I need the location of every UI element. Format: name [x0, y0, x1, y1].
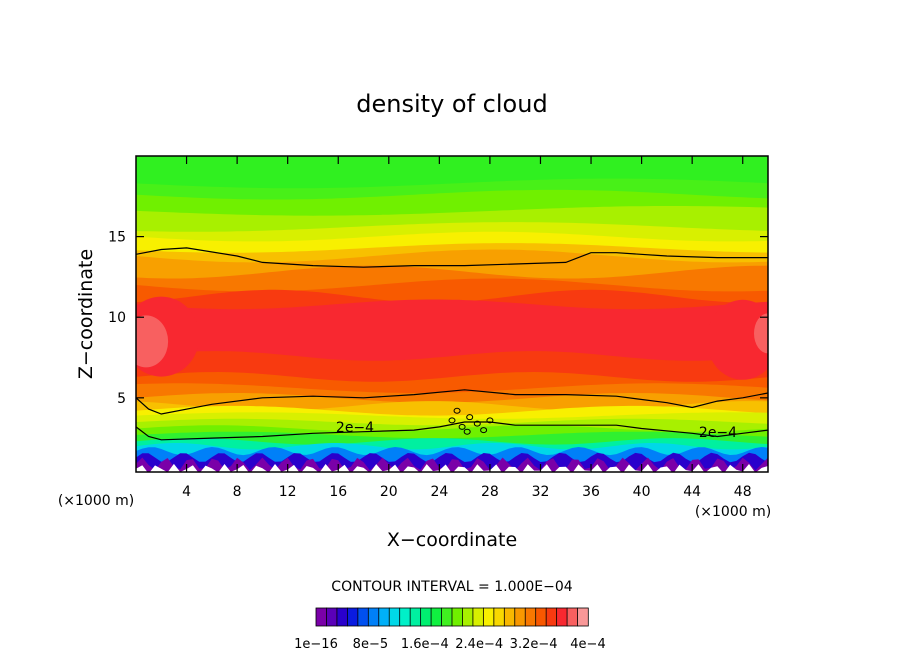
colorbar-tick-label: 4e−4 — [570, 637, 605, 652]
colorbar-swatch — [493, 607, 506, 627]
colorbar-swatch — [514, 607, 526, 627]
contour-speckle — [486, 417, 494, 424]
density-blobs — [136, 296, 768, 380]
x-tick-label: 36 — [582, 484, 600, 500]
y-tick-label: 15 — [108, 230, 126, 246]
chart-title: density of cloud — [356, 90, 547, 118]
contour-speckle — [458, 423, 466, 430]
density-band-core — [136, 299, 768, 361]
colorbar-swatch — [388, 607, 401, 627]
colorbar-swatch — [524, 607, 537, 627]
colorbar-labels: 1e−16 8e−5 1.6e−4 2.4e−4 3.2e−4 4e−4 — [294, 637, 606, 652]
contour-speckle — [466, 414, 474, 421]
colorbar-swatch — [503, 607, 516, 627]
colorbar-swatch — [315, 607, 328, 627]
x-tick-label: 40 — [633, 484, 651, 500]
density-blob-right — [706, 299, 768, 380]
y-axis-label: Z−coordinate — [75, 249, 97, 379]
plot-area — [136, 156, 768, 472]
x-tick-label: 28 — [481, 484, 499, 500]
colorbar-swatch — [409, 607, 422, 627]
contour-label-left: 2e−4 — [336, 420, 374, 436]
colorbar-swatch — [556, 607, 568, 627]
x-tick-label: 20 — [380, 484, 398, 500]
x-axis-label: X−coordinate — [387, 529, 517, 551]
colorbar-swatch — [545, 607, 558, 627]
x-tick-label: 16 — [329, 484, 347, 500]
colorbar-swatch — [399, 607, 411, 627]
colorbar-swatch — [472, 607, 485, 627]
colorbar-swatch — [535, 607, 547, 627]
colorbar-swatch — [441, 607, 453, 627]
colorbar-swatch — [482, 607, 495, 627]
contour-line — [136, 421, 768, 441]
colorbar-swatch — [462, 607, 474, 627]
plot-frame — [135, 155, 769, 473]
density-band — [136, 463, 768, 472]
colorbar-tick-label: 2.4e−4 — [455, 637, 503, 652]
colorbar-swatch — [420, 607, 432, 627]
contour-speckle — [453, 407, 461, 414]
density-bands — [136, 178, 768, 472]
colorbar-tick-label: 8e−5 — [353, 637, 388, 652]
density-blob-right-inner — [754, 313, 768, 354]
x-tick-label: 4 — [182, 484, 191, 500]
y-tick-label: 5 — [117, 391, 126, 407]
colorbar-swatch — [378, 607, 390, 627]
contour-line — [136, 389, 768, 415]
x-tick-label: 32 — [532, 484, 550, 500]
colorbar-swatch — [430, 607, 443, 627]
colorbar-swatch — [451, 607, 464, 627]
x-unit-right: (×1000 m) — [695, 504, 771, 520]
contour-interval-text: CONTOUR INTERVAL = 1.000E−04 — [331, 579, 572, 595]
contour-label-right: 2e−4 — [699, 425, 737, 441]
x-tick-label: 44 — [683, 484, 701, 500]
contour-speckle — [463, 428, 471, 435]
x-tick-label: 8 — [233, 484, 242, 500]
colorbar-swatch — [367, 607, 380, 627]
x-tick-label: 48 — [734, 484, 752, 500]
colorbar — [315, 607, 589, 627]
contour-speckle — [448, 417, 456, 424]
colorbar-swatch — [336, 607, 349, 627]
x-unit-left: (×1000 m) — [58, 493, 134, 509]
y-axis-ticks: 5 10 15 — [108, 230, 768, 407]
x-axis-ticks: 4 8 12 16 20 24 28 32 36 40 44 48 — [182, 156, 752, 500]
x-tick-label: 24 — [430, 484, 448, 500]
y-tick-label: 10 — [108, 310, 126, 326]
colorbar-tick-label: 1e−16 — [294, 637, 338, 652]
colorbar-swatch — [326, 607, 338, 627]
contour-lines — [136, 247, 768, 441]
contour-line — [136, 247, 768, 268]
contour-speckle — [480, 427, 488, 434]
colorbar-tick-label: 1.6e−4 — [401, 637, 449, 652]
colorbar-swatch — [566, 607, 579, 627]
colorbar-swatch — [346, 607, 359, 627]
colorbar-swatch — [357, 607, 370, 627]
colorbar-tick-label: 3.2e−4 — [510, 637, 558, 652]
x-tick-label: 12 — [279, 484, 297, 500]
colorbar-swatch — [577, 607, 589, 627]
density-blob-left-inner — [136, 315, 169, 368]
contour-speckle — [473, 420, 481, 427]
